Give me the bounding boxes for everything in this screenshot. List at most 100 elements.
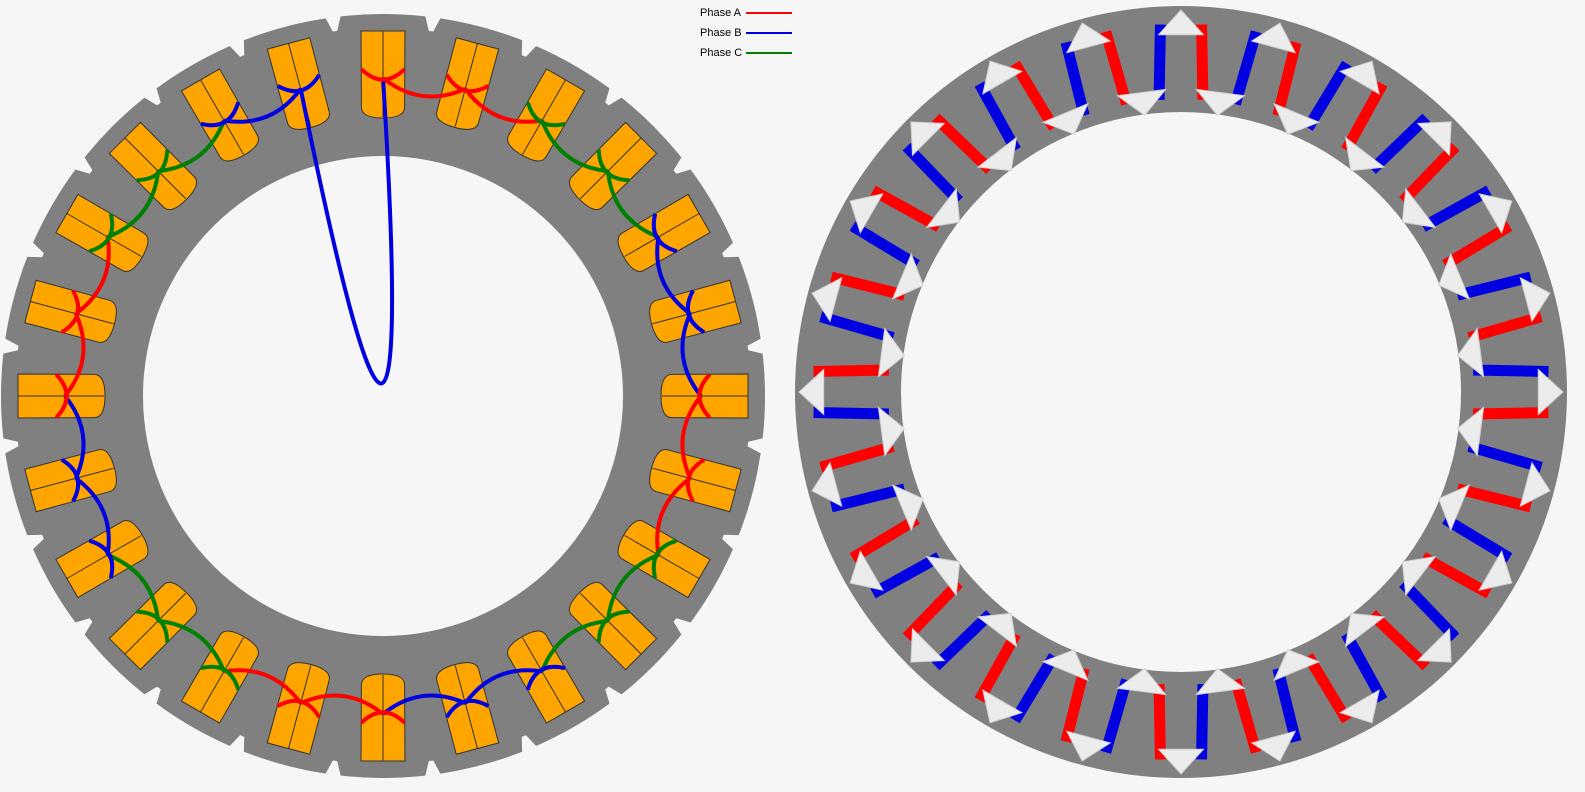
outer-node <box>1338 689 1380 724</box>
coil-slot <box>180 630 259 724</box>
phase-c-winding-arc <box>605 170 660 239</box>
phase-a-crossover <box>445 73 490 94</box>
outer-node <box>811 276 843 323</box>
coil <box>617 520 711 599</box>
inner-node <box>1273 102 1321 135</box>
winding-segment <box>1060 667 1090 743</box>
legend-label-phase-c: Phase C <box>700 47 743 59</box>
outer-node <box>1338 60 1380 95</box>
phase-a-crossover <box>360 710 406 725</box>
coil <box>55 193 149 272</box>
phase-a-winding-arc <box>223 668 303 705</box>
winding-segment <box>1368 610 1431 671</box>
legend-line-phase-c <box>746 52 792 54</box>
winding-segment <box>830 271 906 301</box>
phase-c-crossover <box>200 664 241 691</box>
phase-b-crossover <box>88 538 115 579</box>
phase-b-crossover <box>445 698 490 719</box>
winding-segment <box>870 552 942 599</box>
stator-notch <box>72 154 93 174</box>
coil-divider <box>579 137 642 200</box>
winding-segment <box>1230 30 1262 106</box>
phase-c-winding-arc <box>540 119 609 174</box>
stator-notch <box>424 760 442 779</box>
phase-b-winding-arc <box>680 312 703 398</box>
coil-slot <box>649 279 742 343</box>
phase-c-winding-arc <box>540 618 609 673</box>
coil-slot <box>617 193 711 272</box>
phase-c-winding-arc <box>106 170 161 239</box>
phase-c-crossover <box>88 213 115 254</box>
winding-segment <box>1060 41 1090 117</box>
stator-notch <box>227 735 245 755</box>
winding-segment <box>1467 441 1543 473</box>
stator-notch <box>0 437 19 455</box>
coil-divider <box>124 592 187 655</box>
phase-c-crossover <box>136 609 170 643</box>
winding-segment <box>1303 653 1352 724</box>
inner-node <box>976 612 1018 648</box>
phase-c-crossover <box>525 101 566 128</box>
coil-slot <box>266 662 330 755</box>
winding-segment <box>830 483 906 513</box>
winding-segment <box>1341 81 1388 153</box>
legend-entry-phase-b: Phase B <box>700 23 792 43</box>
phase-b-winding-arc <box>298 77 395 386</box>
phase-a-crossover <box>60 289 81 334</box>
stator-bore <box>143 156 623 636</box>
outer-node <box>1416 121 1452 157</box>
phase-b-winding-arc <box>463 668 543 705</box>
coil-slot <box>568 121 658 211</box>
coil-divider <box>200 79 244 155</box>
outer-node <box>811 461 843 508</box>
outer-node <box>849 549 884 591</box>
stator-notch <box>605 85 625 106</box>
winding-segment <box>849 221 920 270</box>
coil-slot <box>507 68 586 162</box>
winding-segment <box>1420 552 1492 599</box>
winding-segment <box>1473 364 1549 377</box>
winding-segment <box>1420 185 1492 232</box>
stator-notch <box>521 37 539 57</box>
phase-c-winding-arc <box>106 553 161 622</box>
legend-label-phase-b: Phase B <box>700 27 742 39</box>
coil-slot <box>108 581 198 671</box>
inner-node <box>877 327 906 378</box>
winding-segment <box>849 514 920 563</box>
stator-notch <box>722 534 742 552</box>
winding-segment <box>1010 60 1059 131</box>
winding-segment <box>931 113 994 174</box>
phase-b-winding-arc <box>381 693 467 716</box>
inner-node <box>1438 252 1471 300</box>
phase-b-crossover <box>651 213 678 254</box>
inner-node <box>891 252 924 300</box>
inner-node <box>1456 327 1485 378</box>
phase-c-crossover <box>596 149 630 183</box>
phase-a-winding-arc <box>381 76 467 99</box>
winding-segment <box>819 441 895 473</box>
stator-cross-section <box>0 13 766 779</box>
stator-notch <box>141 85 161 106</box>
coil-divider <box>454 43 478 127</box>
phase-c-winding-arc <box>157 618 226 673</box>
coil-slot <box>108 121 198 211</box>
phase-a-crossover <box>360 67 406 82</box>
stator-notch <box>24 240 44 258</box>
winding-segment <box>1341 631 1388 703</box>
inner-node <box>1116 88 1167 117</box>
winding-connection-diagram <box>795 6 1567 778</box>
inner-node <box>1344 136 1386 172</box>
inner-node <box>925 187 961 229</box>
stator-notch <box>521 735 539 755</box>
winding-segment <box>1368 113 1431 174</box>
stator-notch <box>747 337 766 355</box>
phase-c-crossover <box>596 609 630 643</box>
legend-line-phase-a <box>746 12 792 14</box>
stator-notch <box>673 154 694 174</box>
coil-slot <box>660 373 749 419</box>
coil-divider <box>522 637 566 713</box>
winding-segment <box>813 407 889 420</box>
inner-node <box>925 555 961 597</box>
phase-a-winding-arc <box>655 476 692 556</box>
outer-node <box>1478 193 1513 235</box>
